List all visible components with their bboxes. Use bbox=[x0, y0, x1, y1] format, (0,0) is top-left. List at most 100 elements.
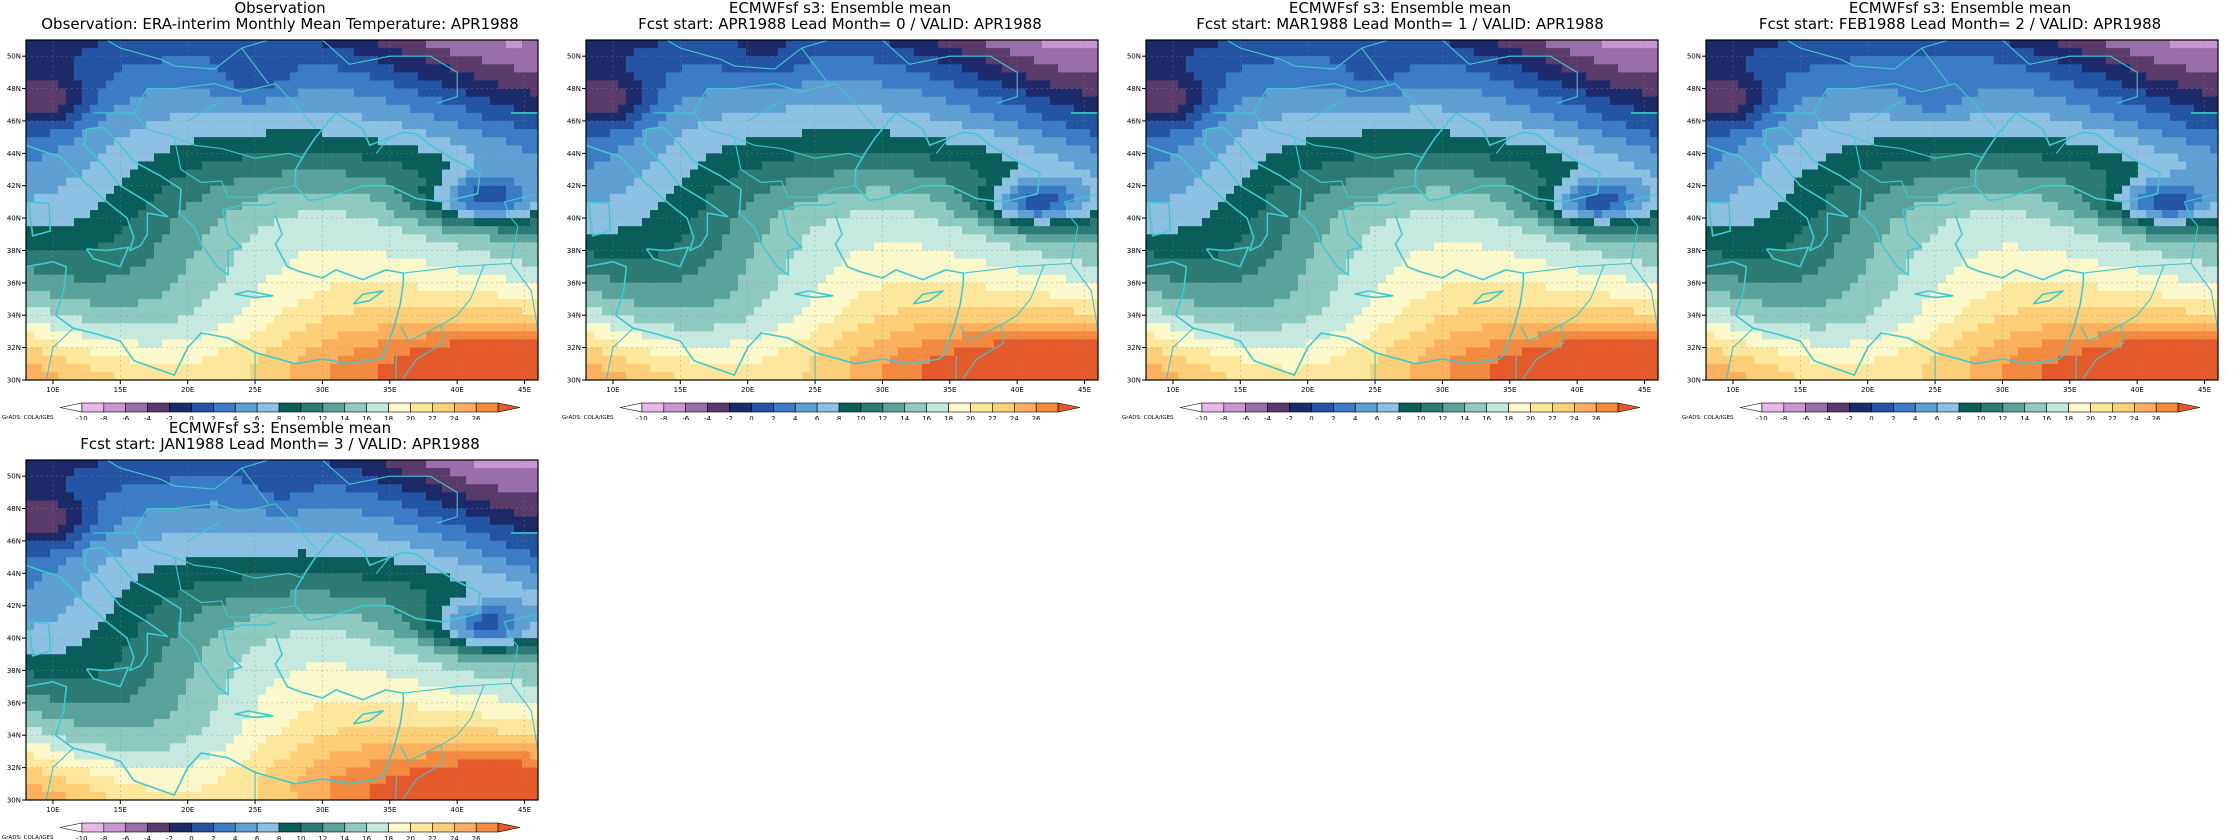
map-panel: ECMWFsf s3: Ensemble mean Fcst start: JAN… bbox=[0, 420, 560, 840]
borders bbox=[605, 40, 1098, 380]
colorbar-swatch bbox=[344, 822, 367, 833]
lat-tick-label: 30N bbox=[1127, 377, 1141, 385]
map-canvas: 10E 15E 20E 25E 30E 35E 40E 45E 30N 32N 34N 36N 38N 4… bbox=[1122, 39, 1659, 420]
colorbar-swatch bbox=[1354, 402, 1378, 413]
lat-tick-label: 48N bbox=[7, 505, 21, 513]
colorbar-label: 6 bbox=[815, 415, 820, 420]
colorbar-label: 10 bbox=[296, 835, 305, 840]
lon-tick-label: 35E bbox=[943, 386, 956, 394]
colorbar-label: 18 bbox=[384, 415, 393, 420]
grads-credit: GrADS: COLA/IGES bbox=[562, 415, 614, 420]
colorbar-label: -2 bbox=[166, 835, 173, 840]
colorbar-swatch bbox=[1057, 402, 1081, 413]
lon-tick-label: 45E bbox=[518, 806, 531, 814]
lat-tick-label: 34N bbox=[567, 312, 581, 320]
lat-tick-label: 32N bbox=[7, 764, 21, 772]
lon-tick-label: 45E bbox=[2198, 386, 2211, 394]
colorbar-label: 14 bbox=[2020, 415, 2029, 420]
colorbar-label: 16 bbox=[362, 835, 371, 840]
borders bbox=[1165, 40, 1658, 380]
colorbar-label: 26 bbox=[1592, 415, 1601, 420]
lat-tick-label: 32N bbox=[7, 344, 21, 352]
lat-tick-label: 44N bbox=[1687, 150, 1701, 158]
colorbar-label: -2 bbox=[1846, 415, 1853, 420]
colorbar-swatch bbox=[81, 822, 105, 833]
colorbar-label: 0 bbox=[749, 415, 753, 420]
lon-tick-label: 45E bbox=[1638, 386, 1651, 394]
lon-tick-label: 45E bbox=[518, 386, 531, 394]
map-panel: ECMWFsf s3: Ensemble mean Fcst start: APR… bbox=[560, 0, 1120, 420]
colorbar-swatch bbox=[1936, 402, 1960, 413]
panel-title: ECMWFsf s3: Ensemble mean bbox=[728, 0, 952, 17]
map-panel: ECMWFsf s3: Ensemble mean Fcst start: FEB… bbox=[1680, 0, 2240, 420]
colorbar-swatch bbox=[1223, 402, 1247, 413]
lat-tick-label: 30N bbox=[567, 377, 581, 385]
colorbar-swatch bbox=[388, 822, 411, 833]
colorbar-label: 2 bbox=[211, 835, 215, 840]
colorbar-swatch bbox=[213, 402, 236, 413]
colorbar-swatch bbox=[992, 402, 1015, 413]
lon-tick-label: 10E bbox=[46, 386, 59, 394]
colorbar-swatch bbox=[1013, 402, 1037, 413]
colorbar-swatch bbox=[453, 402, 477, 413]
colorbar-swatch bbox=[388, 402, 411, 413]
lat-tick-label: 48N bbox=[1687, 85, 1701, 93]
colorbar-label: -8 bbox=[660, 415, 667, 420]
borders bbox=[45, 460, 538, 800]
colorbar-swatch bbox=[1333, 402, 1356, 413]
panel-subtitle: Fcst start: FEB1988 Lead Month= 2 / VALI… bbox=[1758, 15, 2162, 33]
colorbar-label: 8 bbox=[1397, 415, 1401, 420]
lat-tick-label: 48N bbox=[567, 85, 581, 93]
panel-subtitle: Fcst start: APR1988 Lead Month= 0 / VALI… bbox=[638, 15, 1042, 33]
temperature-field bbox=[1146, 40, 1658, 380]
lat-tick-label: 46N bbox=[1687, 117, 1701, 125]
lat-tick-label: 42N bbox=[7, 182, 21, 190]
lon-tick-label: 25E bbox=[1928, 386, 1941, 394]
colorbar-label: 18 bbox=[2064, 415, 2073, 420]
lat-tick-label: 30N bbox=[7, 377, 21, 385]
colorbar-swatch bbox=[234, 822, 258, 833]
map-panel: ECMWFsf s3: Ensemble mean Fcst start: MAR… bbox=[1120, 0, 1680, 420]
colorbar-swatch bbox=[794, 402, 818, 413]
colorbar-label: -8 bbox=[100, 415, 107, 420]
colorbar-swatch bbox=[213, 822, 236, 833]
lon-tick-label: 20E bbox=[741, 386, 754, 394]
colorbar-swatch bbox=[1761, 402, 1785, 413]
colorbar-label: 20 bbox=[406, 415, 415, 420]
colorbar-label: 14 bbox=[340, 835, 349, 840]
colorbar-swatch bbox=[410, 822, 433, 833]
colorbar-label: 20 bbox=[406, 835, 415, 840]
colorbar-label: 16 bbox=[2042, 415, 2051, 420]
colorbar-label: -10 bbox=[636, 415, 647, 420]
colorbar-label: -10 bbox=[76, 835, 87, 840]
lat-tick-label: 38N bbox=[7, 247, 21, 255]
colorbar-swatch bbox=[2090, 402, 2113, 413]
colorbar-label: 8 bbox=[277, 415, 281, 420]
colorbar-label: 4 bbox=[1913, 415, 1918, 420]
lat-tick-label: 32N bbox=[567, 344, 581, 352]
lat-tick-label: 30N bbox=[1687, 377, 1701, 385]
colorbar-label: 10 bbox=[1416, 415, 1425, 420]
panel-title: ECMWFsf s3: Ensemble mean bbox=[1848, 0, 2072, 17]
colorbar-label: 26 bbox=[472, 835, 481, 840]
colorbar-label: 16 bbox=[1482, 415, 1491, 420]
lat-tick-label: 50N bbox=[1687, 53, 1701, 61]
map-canvas: 10E 15E 20E 25E 30E 35E 40E 45E 30N 32N 34N 36N 38N 4… bbox=[1682, 39, 2219, 420]
colorbar-label: -10 bbox=[1756, 415, 1767, 420]
lon-tick-label: 20E bbox=[181, 386, 194, 394]
lat-tick-label: 44N bbox=[7, 570, 21, 578]
colorbar-label: 22 bbox=[2108, 415, 2117, 420]
colorbar-swatch bbox=[1442, 402, 1466, 413]
colorbar-label: 22 bbox=[428, 415, 437, 420]
colorbar-swatch bbox=[1805, 402, 1828, 413]
borders bbox=[45, 40, 538, 380]
lat-tick-label: 50N bbox=[567, 53, 581, 61]
colorbar-swatch bbox=[125, 822, 148, 833]
lat-tick-label: 42N bbox=[567, 182, 581, 190]
colorbar-swatch bbox=[2046, 402, 2069, 413]
colorbar-swatch bbox=[1035, 402, 1059, 413]
colorbar-swatch bbox=[2024, 402, 2047, 413]
lat-tick-label: 42N bbox=[1687, 182, 1701, 190]
colorbar-label: 16 bbox=[362, 415, 371, 420]
colorbar-swatch bbox=[366, 822, 389, 833]
